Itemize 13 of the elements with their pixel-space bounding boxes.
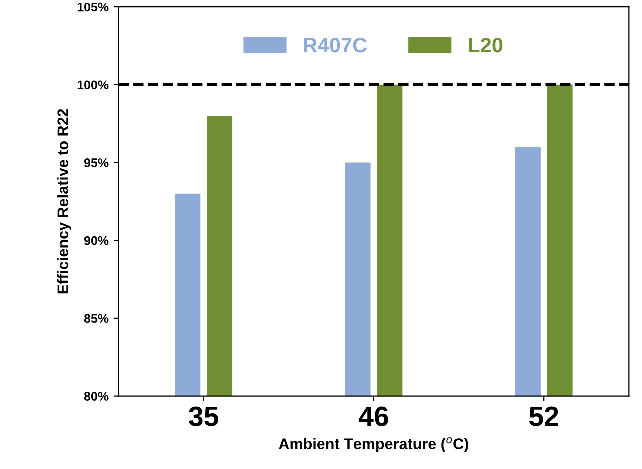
x-tick-label: 52 [530,406,558,426]
y-tick-label: 90% [84,236,109,246]
y-axis-title: Efficiency Relative to R22 [57,109,72,294]
y-tick-label: 100% [78,80,109,90]
x-tick-label: 46 [358,406,388,426]
y-tick-label: 85% [84,314,109,324]
y-tick-label: 105% [78,2,109,12]
legend-label: R407C [304,38,368,53]
x-tick-label: 35 [189,406,219,426]
y-tick-label: 95% [84,158,109,168]
y-tick-label: 80% [84,392,109,401]
x-axis-title: Ambient Temperature ($^{o}$C) [279,437,468,452]
legend-label: L20 [469,38,503,53]
